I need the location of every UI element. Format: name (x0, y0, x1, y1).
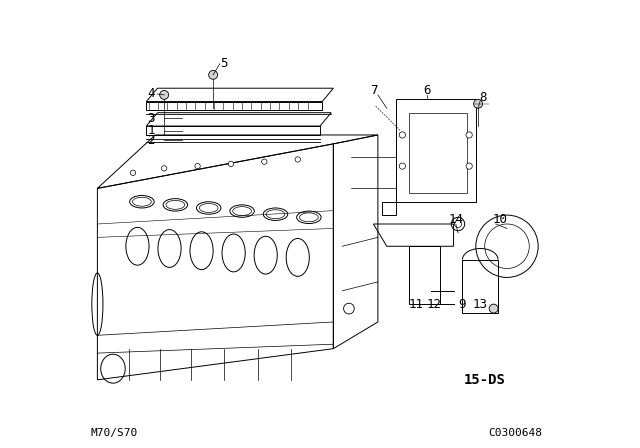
Text: 7: 7 (370, 84, 377, 97)
Text: 10: 10 (493, 213, 508, 226)
Text: 5: 5 (221, 57, 228, 70)
Text: 15-DS: 15-DS (464, 373, 506, 387)
Text: M70/S70: M70/S70 (91, 428, 138, 438)
Circle shape (160, 90, 168, 99)
Text: 4: 4 (147, 87, 155, 100)
Text: 6: 6 (423, 84, 431, 97)
Circle shape (295, 157, 300, 162)
Text: 11: 11 (408, 297, 423, 310)
Circle shape (466, 163, 472, 169)
Circle shape (466, 132, 472, 138)
Text: 13: 13 (473, 297, 488, 310)
Circle shape (131, 170, 136, 176)
Text: 3: 3 (147, 112, 155, 125)
Text: 14: 14 (448, 213, 463, 226)
Text: C0300648: C0300648 (488, 428, 543, 438)
Circle shape (262, 159, 267, 164)
Text: 8: 8 (479, 90, 486, 103)
Circle shape (489, 304, 498, 313)
Circle shape (399, 163, 406, 169)
Circle shape (399, 132, 406, 138)
Text: 1: 1 (147, 124, 155, 137)
Text: 2: 2 (147, 134, 155, 147)
Circle shape (195, 164, 200, 169)
Text: 9: 9 (459, 297, 466, 310)
Circle shape (474, 99, 483, 108)
Text: 12: 12 (426, 297, 441, 310)
Circle shape (209, 70, 218, 79)
Circle shape (161, 166, 167, 171)
Circle shape (228, 161, 234, 167)
